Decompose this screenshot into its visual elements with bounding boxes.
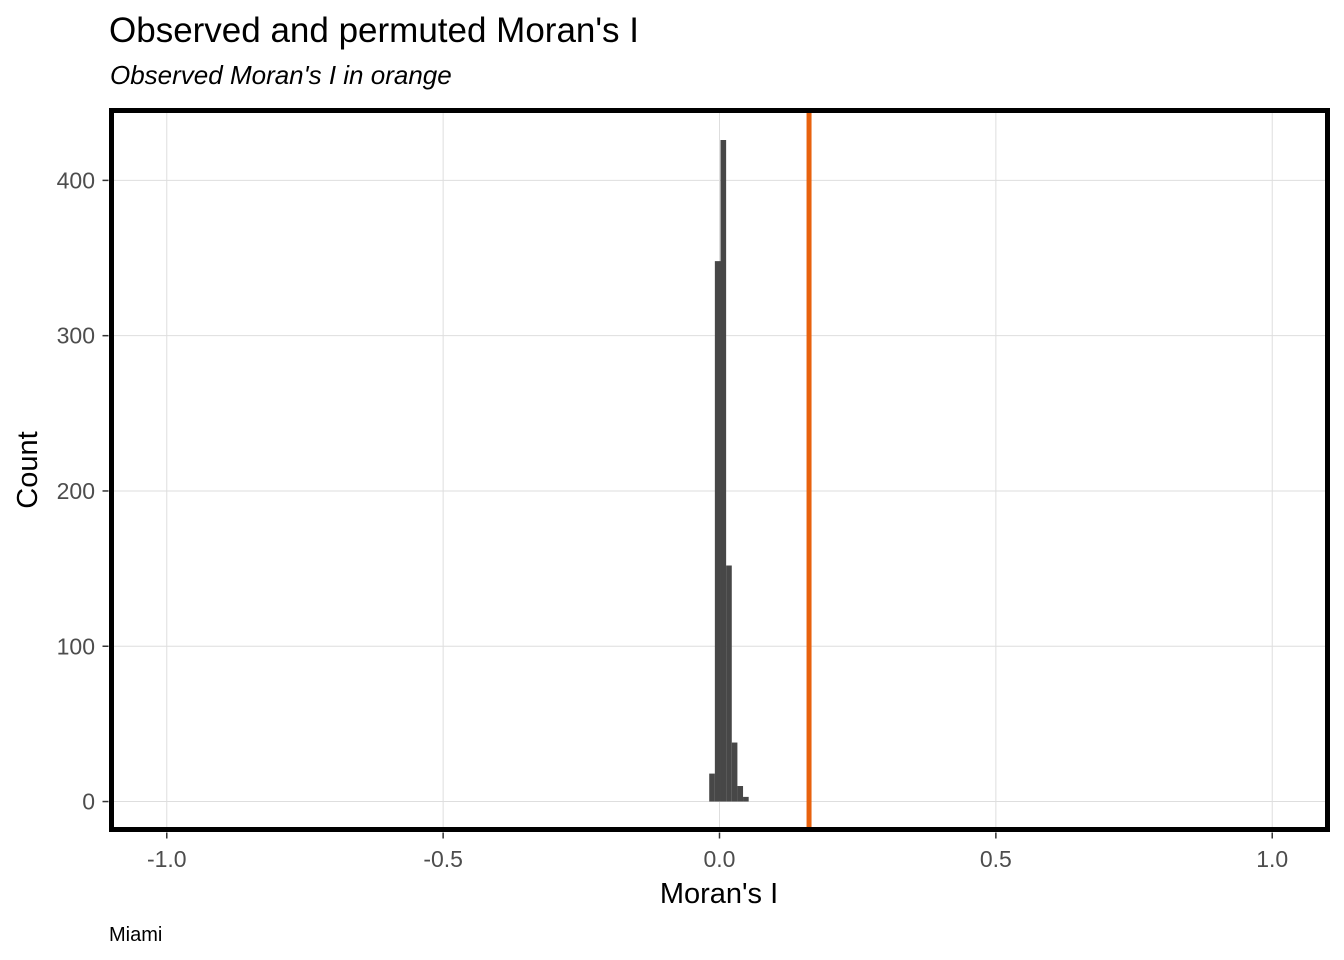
histogram-bar bbox=[720, 140, 727, 802]
chart-title: Observed and permuted Moran's I bbox=[109, 11, 639, 50]
x-tick-label: 0.0 bbox=[704, 846, 736, 872]
y-axis-title: Count bbox=[12, 431, 44, 508]
x-axis-ticks: -1.0 -0.5 0.0 0.5 1.0 bbox=[147, 832, 1288, 872]
histogram-bar bbox=[731, 742, 738, 802]
histogram-bars bbox=[709, 140, 749, 802]
y-tick-label: 0 bbox=[82, 789, 95, 815]
histogram-bar bbox=[737, 786, 744, 802]
y-tick-label: 300 bbox=[57, 323, 95, 349]
x-tick-label: -1.0 bbox=[147, 846, 187, 872]
y-tick-label: 200 bbox=[57, 478, 95, 504]
histogram-bar bbox=[743, 796, 749, 802]
y-tick-label: 400 bbox=[57, 167, 95, 193]
x-tick-label: 1.0 bbox=[1256, 846, 1288, 872]
x-tick-label: -0.5 bbox=[423, 846, 463, 872]
panel-border bbox=[109, 108, 1330, 832]
x-tick-label: 0.5 bbox=[980, 846, 1012, 872]
x-axis-title: Moran's I bbox=[660, 878, 778, 910]
histogram-bar bbox=[714, 261, 721, 802]
histogram-bar bbox=[709, 773, 715, 802]
histogram-bar bbox=[726, 565, 732, 802]
y-tick-label: 100 bbox=[57, 633, 95, 659]
y-axis-ticks: 0 100 200 300 400 bbox=[57, 167, 109, 815]
chart-caption: Miami bbox=[109, 924, 162, 946]
chart-subtitle: Observed Moran's I in orange bbox=[110, 60, 452, 90]
